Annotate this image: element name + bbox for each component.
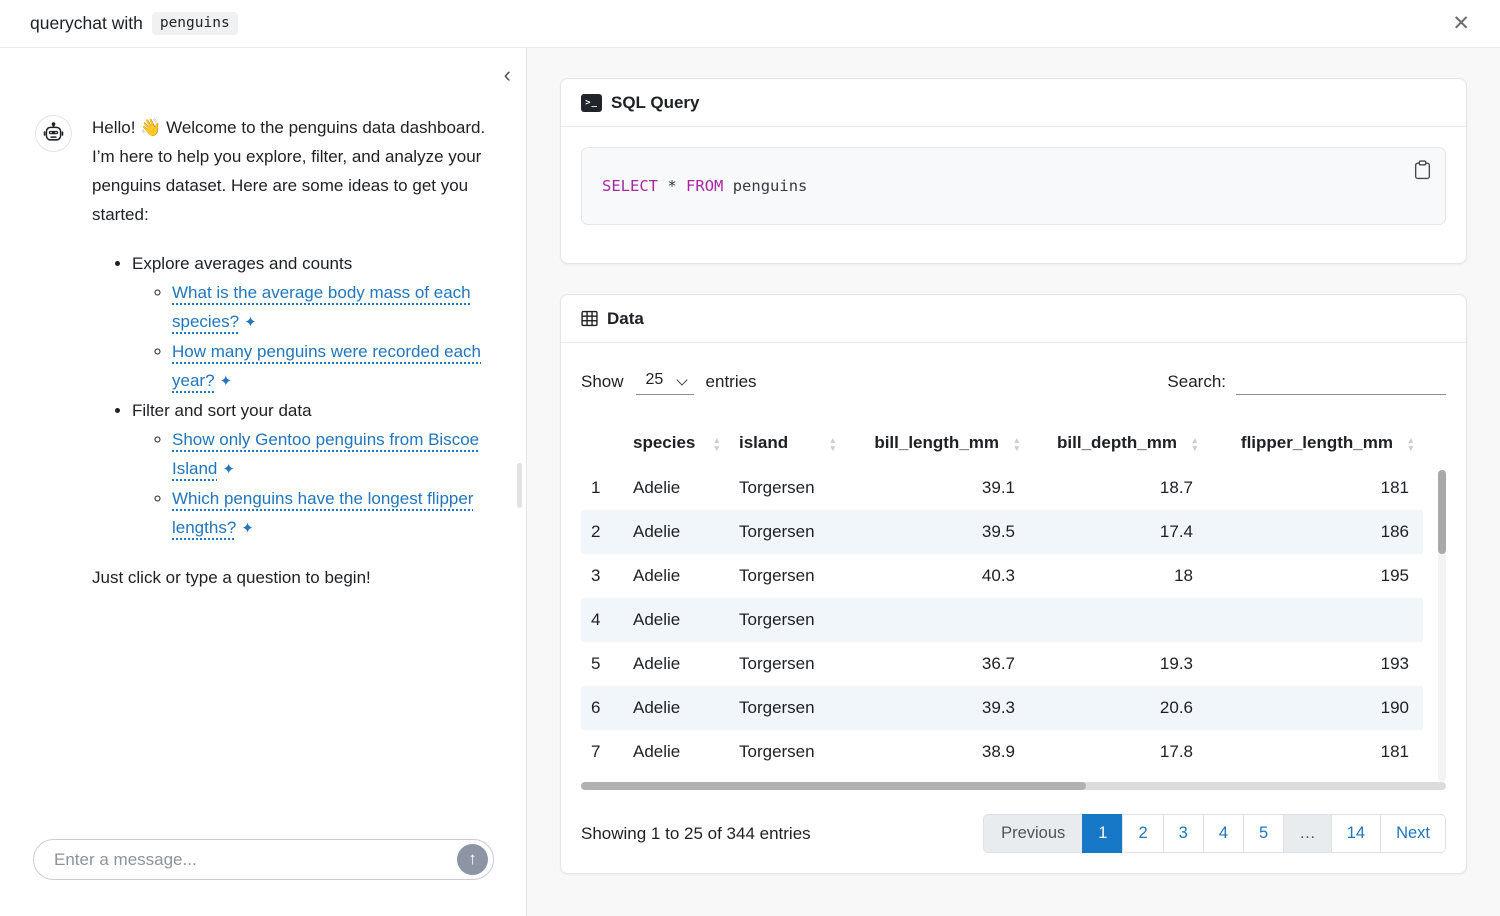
pagination-page-1[interactable]: 1 <box>1082 814 1124 853</box>
list-item: How many penguins were recorded each yea… <box>172 337 496 396</box>
sql-card-header: >_ SQL Query <box>561 79 1466 127</box>
dataset-name-chip: penguins <box>151 12 238 35</box>
suggestion-link-avg-body-mass[interactable]: What is the average body mass of each sp… <box>172 283 471 331</box>
suggestion-group: Explore averages and counts What is the … <box>132 249 496 396</box>
suggestion-link-gentoo-biscoe[interactable]: Show only Gentoo penguins from Biscoe Is… <box>172 430 480 478</box>
data-card: Data Show 25 entries <box>560 294 1467 874</box>
table-row: 1 Adelie Torgersen 39.1 18.7 181 <box>591 478 1409 497</box>
chat-sidebar: ‹ Hello! 👋 Welcome to the penguins data … <box>0 48 527 916</box>
titlebar: querychat with penguins ✕ <box>0 0 1500 48</box>
horizontal-scrollbar-thumb[interactable] <box>581 782 1086 790</box>
sql-identifier: penguins <box>732 177 808 195</box>
robot-avatar-icon <box>35 115 72 152</box>
table-row: 7 Adelie Torgersen 38.9 17.8 181 <box>591 742 1409 761</box>
table-controls: Show 25 entries Search: <box>581 368 1446 395</box>
sort-icon[interactable]: ▲ ▼ <box>1190 435 1199 453</box>
main-layout: ‹ Hello! 👋 Welcome to the penguins data … <box>0 48 1500 916</box>
list-item: Show only Gentoo penguins from Biscoe Is… <box>172 425 496 484</box>
assistant-message: Hello! 👋 Welcome to the penguins data da… <box>35 113 496 592</box>
sparkle-icon: ✦ <box>244 314 257 331</box>
column-header-flipper-length[interactable]: flipper_length_mm ▲ ▼ <box>1240 433 1415 453</box>
table-row: 2 Adelie Torgersen 39.5 17.4 186 <box>581 510 1423 554</box>
table-row: 6 Adelie Torgersen 39.3 20.6 190 <box>581 686 1423 730</box>
table-footer: Showing 1 to 25 of 344 entries Previous … <box>581 814 1446 853</box>
sql-card-body: SELECT * FROM penguins <box>561 127 1466 263</box>
page-length-select[interactable]: 25 <box>635 370 694 388</box>
pagination-ellipsis: … <box>1283 814 1332 853</box>
table-row: 4 Adelie Torgersen <box>581 598 1423 642</box>
search-input[interactable] <box>1236 368 1446 395</box>
suggestions-list: Explore averages and counts What is the … <box>92 249 496 543</box>
sql-operator: * <box>667 177 677 195</box>
suggestion-group-label: Filter and sort your data <box>132 401 312 420</box>
chat-messages: Hello! 👋 Welcome to the penguins data da… <box>0 48 526 592</box>
message-content: Hello! 👋 Welcome to the penguins data da… <box>92 113 496 592</box>
table-row: 5 Adelie Torgersen 36.7 19.3 193 <box>591 654 1409 673</box>
terminal-icon: >_ <box>581 93 602 112</box>
table-scroll-container: species ▲ ▼ island ▲ ▼ bill_length_mm ▲ ▼ bill… <box>581 423 1446 790</box>
column-header-bill-depth[interactable]: bill_depth_mm ▲ ▼ <box>1057 433 1199 453</box>
pagination-page-14[interactable]: 14 <box>1330 814 1382 853</box>
close-icon[interactable]: ✕ <box>1444 9 1478 38</box>
suggestion-group-label: Explore averages and counts <box>132 254 353 273</box>
column-header-bill-length[interactable]: bill_length_mm ▲ ▼ <box>874 433 1021 453</box>
table-header-row: species ▲ ▼ island ▲ ▼ bill_length_mm ▲ ▼ bill… <box>581 423 1423 466</box>
table-icon <box>581 310 598 327</box>
suggestion-link-longest-flippers[interactable]: Which penguins have the longest flipper … <box>172 489 474 537</box>
data-card-header: Data <box>561 295 1466 343</box>
column-header-island[interactable]: island ▲ ▼ <box>739 433 837 453</box>
pagination-page-3[interactable]: 3 <box>1162 814 1204 853</box>
list-item: Which penguins have the longest flipper … <box>172 484 496 543</box>
sparkle-icon: ✦ <box>222 461 235 478</box>
greeting-text: Hello! 👋 Welcome to the penguins data da… <box>92 118 486 224</box>
page-length-control: Show 25 entries <box>581 369 757 395</box>
pagination-page-2[interactable]: 2 <box>1122 814 1164 853</box>
sparkle-icon: ✦ <box>219 373 233 390</box>
entries-label: entries <box>705 371 757 391</box>
table-info: Showing 1 to 25 of 344 entries <box>581 823 811 843</box>
copy-icon[interactable] <box>1412 158 1433 185</box>
table-vertical-scrollbar <box>1438 470 1446 782</box>
list-item: What is the average body mass of each sp… <box>172 278 496 337</box>
data-card-title: Data <box>607 308 644 328</box>
sort-icon[interactable]: ▲ ▼ <box>1406 435 1415 453</box>
sort-icon[interactable]: ▲ ▼ <box>712 435 721 453</box>
pagination: Previous 1 2 3 4 5 … 14 Next <box>983 814 1446 853</box>
sql-keyword: FROM <box>686 177 724 195</box>
show-label: Show <box>581 371 624 391</box>
closing-text: Just click or type a question to begin! <box>92 568 371 587</box>
sql-query-card: >_ SQL Query SELECT * FROM penguins <box>560 78 1467 264</box>
suggestion-group: Filter and sort your data Show only Gent… <box>132 396 496 543</box>
vertical-scrollbar-thumb[interactable] <box>1438 470 1446 554</box>
collapse-sidebar-icon[interactable]: ‹ <box>503 62 511 87</box>
sort-icon[interactable]: ▲ ▼ <box>1012 435 1021 453</box>
data-card-body: Show 25 entries Search: <box>561 343 1466 873</box>
pagination-page-5[interactable]: 5 <box>1243 814 1285 853</box>
suggestion-link-penguins-per-year[interactable]: How many penguins were recorded each yea… <box>172 342 482 390</box>
sql-keyword: SELECT <box>602 177 658 195</box>
table-horizontal-scrollbar <box>581 782 1446 790</box>
page-title: querychat with penguins <box>30 12 238 35</box>
send-icon[interactable]: ↑ <box>457 844 488 875</box>
chat-input-container: ↑ <box>33 839 494 880</box>
column-header-species[interactable]: species ▲ ▼ <box>633 433 721 453</box>
column-header-rownum <box>581 423 623 466</box>
pagination-page-4[interactable]: 4 <box>1202 814 1245 853</box>
pagination-next-button[interactable]: Next <box>1380 814 1446 853</box>
dashboard-panel: >_ SQL Query SELECT * FROM penguins <box>527 48 1500 916</box>
penguins-table: species ▲ ▼ island ▲ ▼ bill_length_mm ▲ ▼ bill… <box>581 423 1423 774</box>
search-control: Search: <box>1167 368 1446 395</box>
search-label: Search: <box>1167 371 1226 391</box>
table-row: 3 Adelie Torgersen 40.3 18 195 <box>591 566 1409 585</box>
pagination-previous-button[interactable]: Previous <box>983 814 1084 853</box>
sql-code: SELECT * FROM penguins <box>602 177 807 195</box>
sql-card-title: SQL Query <box>611 92 700 112</box>
sparkle-icon: ✦ <box>241 520 254 537</box>
page-title-text: querychat with <box>30 13 143 33</box>
sql-code-block: SELECT * FROM penguins <box>581 147 1446 225</box>
sort-icon[interactable]: ▲ ▼ <box>828 435 837 453</box>
message-input[interactable] <box>34 849 457 870</box>
chat-scrollbar[interactable] <box>517 463 522 508</box>
page-length-select-wrap: 25 <box>635 369 694 395</box>
